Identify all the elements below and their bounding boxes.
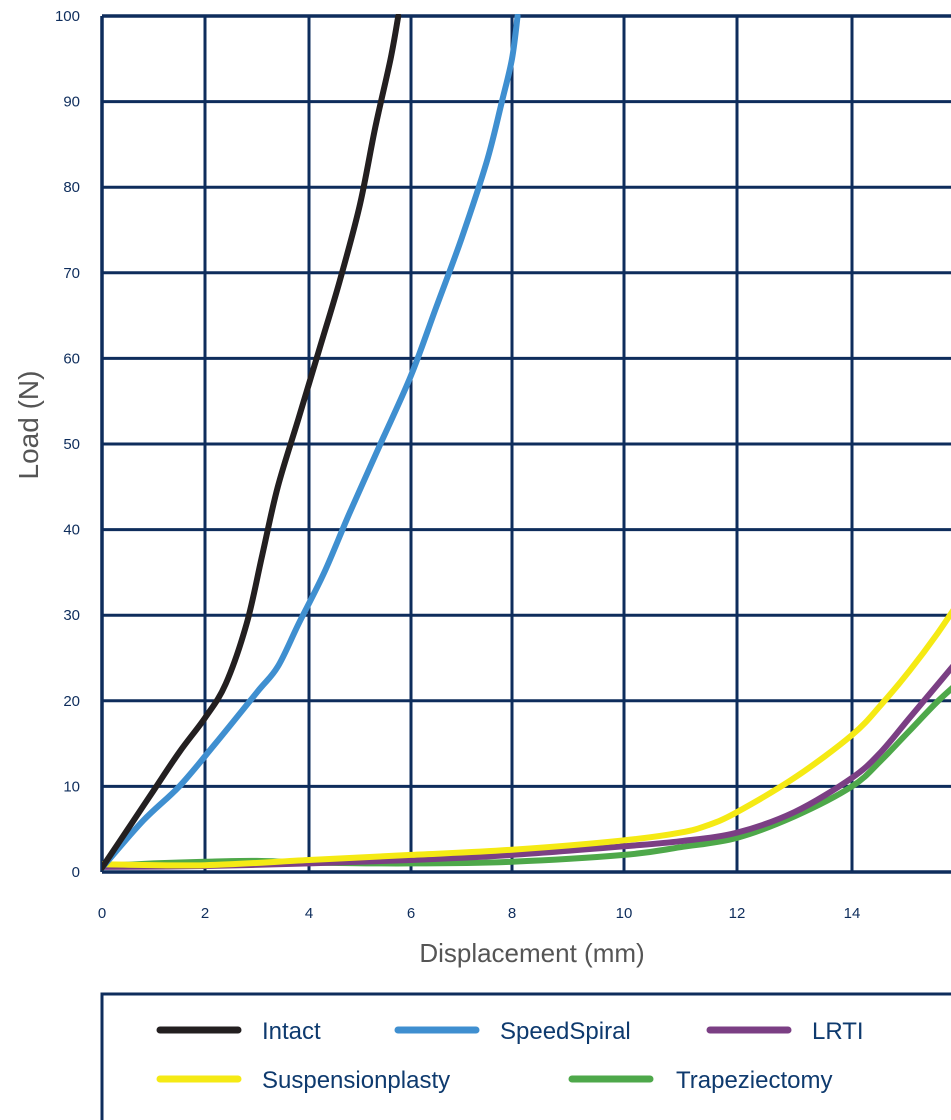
chart-grid bbox=[100, 14, 951, 874]
legend-box bbox=[100, 992, 951, 1120]
y-tick-label: 30 bbox=[63, 607, 80, 624]
legend-label-intact: Intact bbox=[262, 1018, 321, 1045]
legend-label-lrti: LRTI bbox=[812, 1018, 864, 1045]
y-tick-label: 100 bbox=[55, 8, 80, 25]
legend-label-trapeziectomy: Trapeziectomy bbox=[676, 1067, 833, 1094]
series-line-lrti bbox=[102, 663, 951, 870]
legend-label-speedspiral: SpeedSpiral bbox=[500, 1018, 631, 1045]
x-tick-label: 0 bbox=[98, 905, 106, 922]
y-tick-label: 20 bbox=[63, 693, 80, 710]
x-tick-label: 10 bbox=[616, 905, 633, 922]
y-tick-label: 60 bbox=[63, 350, 80, 367]
x-tick-label: 8 bbox=[508, 905, 516, 922]
series-line-speedspiral bbox=[102, 14, 521, 871]
y-tick-label: 50 bbox=[63, 436, 80, 453]
x-tick-label: 14 bbox=[844, 905, 861, 922]
chart-series bbox=[102, 14, 951, 871]
y-tick-label: 80 bbox=[63, 179, 80, 196]
x-tick-label: 2 bbox=[201, 905, 209, 922]
legend: Intact SpeedSpiral LRTI Suspensionplasty Tra… bbox=[100, 992, 951, 1120]
legend-label-suspensionplasty: Suspensionplasty bbox=[262, 1067, 450, 1094]
y-tick-labels: 0 10 20 30 40 50 60 70 80 90 100 bbox=[55, 8, 80, 881]
series-line-intact bbox=[102, 14, 402, 871]
x-tick-labels: 0 2 4 6 8 10 12 14 bbox=[98, 905, 861, 922]
y-tick-label: 40 bbox=[63, 522, 80, 539]
y-tick-label: 0 bbox=[72, 864, 80, 881]
y-tick-label: 90 bbox=[63, 94, 80, 111]
x-tick-label: 4 bbox=[305, 905, 313, 922]
y-tick-label: 10 bbox=[63, 778, 80, 795]
y-tick-label: 70 bbox=[63, 265, 80, 282]
series-line-suspensionplasty bbox=[102, 608, 951, 869]
x-tick-label: 6 bbox=[407, 905, 415, 922]
y-axis-title: Load (N) bbox=[13, 371, 44, 480]
x-axis-title: Displacement (mm) bbox=[419, 938, 644, 968]
x-tick-label: 12 bbox=[729, 905, 746, 922]
